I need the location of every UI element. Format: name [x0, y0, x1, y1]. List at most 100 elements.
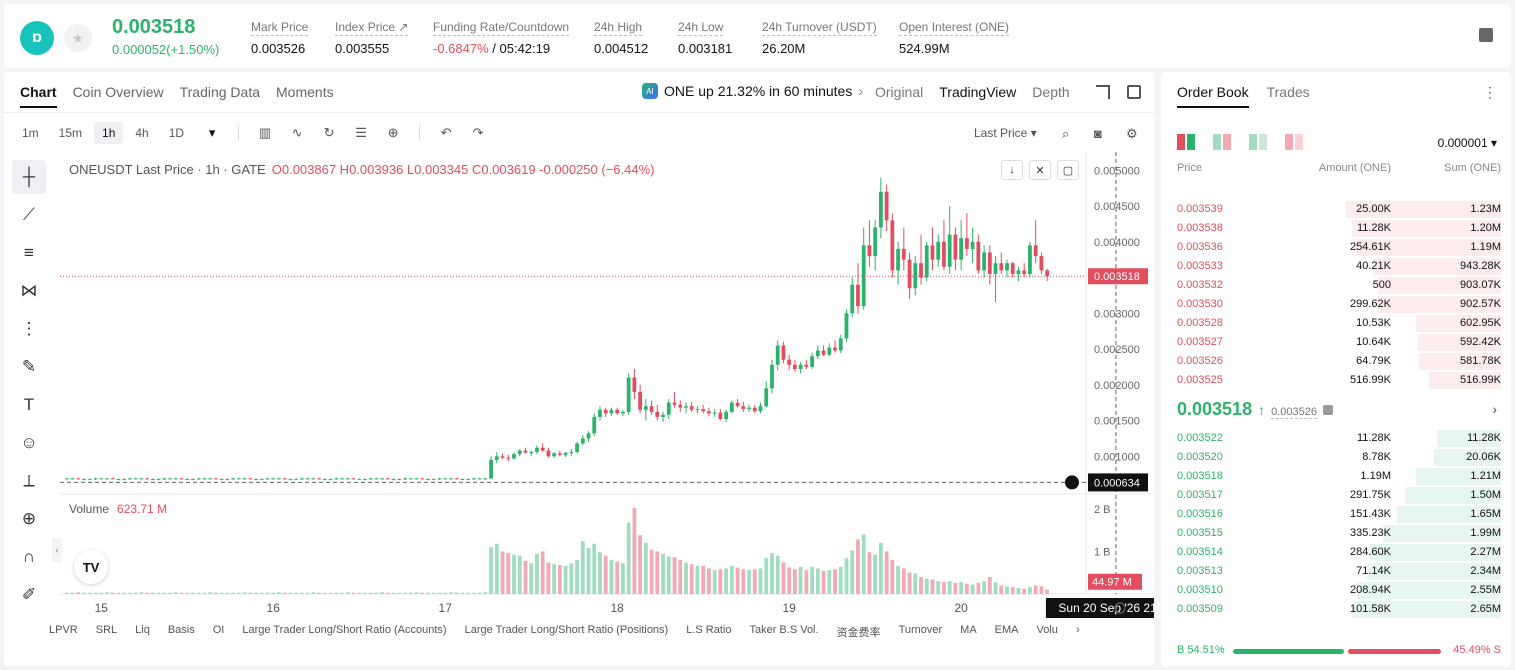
view-tradingview[interactable]: TradingView: [939, 84, 1017, 100]
horizontal-lines-icon[interactable]: ≡: [24, 243, 34, 262]
brush-icon[interactable]: ✎: [21, 357, 37, 376]
bid-row[interactable]: 0.003514 284.60K 2.27M: [1161, 543, 1511, 562]
magnet-icon[interactable]: ∩: [22, 547, 36, 566]
volume-bar: [970, 584, 975, 594]
indicator-item[interactable]: LPVR: [49, 624, 78, 636]
crosshair-icon[interactable]: ┼: [12, 160, 46, 194]
maximize-pane-icon[interactable]: ▢: [1057, 160, 1079, 180]
bid-row[interactable]: 0.003509 101.58K 2.65M: [1161, 600, 1511, 619]
indicator-item[interactable]: Volu: [1036, 624, 1058, 636]
ask-row[interactable]: 0.003527 10.64K 592.42K: [1161, 333, 1511, 352]
collapse-pane-icon[interactable]: ✕: [1029, 160, 1051, 180]
tab-order-book[interactable]: Order Book: [1177, 84, 1249, 108]
interval-dropdown-icon[interactable]: ▾: [208, 125, 216, 140]
indicator-item[interactable]: Basis: [167, 624, 195, 636]
ask-row[interactable]: 0.003532 500 903.07K: [1161, 276, 1511, 295]
price-source-select[interactable]: Last Price ▾: [974, 126, 1037, 140]
candle-body: [128, 478, 132, 480]
collapse-toolbar-icon[interactable]: ‹: [52, 538, 62, 562]
replay-icon[interactable]: ↻: [323, 125, 335, 140]
ask-row[interactable]: 0.003526 64.79K 581.78K: [1161, 352, 1511, 371]
bid-row[interactable]: 0.003522 11.28K 11.28K: [1161, 429, 1511, 448]
mode-split-icon[interactable]: [1213, 134, 1231, 150]
add-indicator-icon[interactable]: ⊕: [387, 125, 399, 140]
tab-trades[interactable]: Trades: [1266, 84, 1310, 100]
tradingview-logo[interactable]: TV: [74, 550, 108, 584]
bid-row[interactable]: 0.003513 71.14K 2.34M: [1161, 562, 1511, 581]
candle-type-icon[interactable]: ▥: [258, 125, 272, 140]
bid-row[interactable]: 0.003517 291.75K 1.50M: [1161, 486, 1511, 505]
candle-body: [672, 402, 677, 405]
tab-moments[interactable]: Moments: [276, 84, 334, 100]
candle-body: [793, 364, 797, 370]
more-icon[interactable]: ⋮: [1483, 84, 1497, 100]
emoji-icon[interactable]: ☺: [20, 433, 38, 452]
arrow-down-icon[interactable]: ↓: [1001, 160, 1023, 180]
indicator-item[interactable]: Large Trader Long/Short Ratio (Positions…: [464, 624, 669, 636]
indicator-item[interactable]: Large Trader Long/Short Ratio (Accounts): [242, 624, 447, 636]
volume-bar: [363, 592, 367, 594]
indicator-item[interactable]: MA: [960, 624, 977, 636]
ask-row[interactable]: 0.003525 516.99K 516.99K: [1161, 371, 1511, 390]
undo-icon[interactable]: ↶: [440, 125, 452, 140]
indicator-item[interactable]: Taker B.S Vol.: [749, 624, 819, 636]
ask-row[interactable]: 0.003530 299.62K 902.57K: [1161, 295, 1511, 314]
indicators-icon[interactable]: ∿: [291, 125, 303, 140]
tab-coin-overview[interactable]: Coin Overview: [72, 84, 164, 100]
ask-row[interactable]: 0.003536 254.61K 1.19M: [1161, 238, 1511, 257]
interval-15m[interactable]: 15m: [58, 126, 83, 140]
bid-row[interactable]: 0.003510 208.94K 2.55M: [1161, 581, 1511, 600]
mode-asks-icon[interactable]: [1285, 134, 1303, 150]
indicator-item[interactable]: Liq: [135, 624, 150, 636]
mode-both-icon[interactable]: [1177, 134, 1195, 150]
interval-1d[interactable]: 1D: [168, 126, 185, 140]
search-icon[interactable]: ⌕: [1062, 126, 1070, 141]
indicator-item[interactable]: ›: [1075, 624, 1080, 636]
indicator-item[interactable]: Turnover: [898, 624, 943, 636]
favorite-star-icon[interactable]: ★: [64, 24, 92, 52]
indicator-item[interactable]: 资金费率: [836, 627, 881, 639]
interval-4h[interactable]: 4h: [135, 126, 149, 140]
view-original[interactable]: Original: [875, 84, 924, 100]
candle-body: [770, 364, 774, 389]
redo-icon[interactable]: ↷: [472, 125, 484, 140]
tab-chart[interactable]: Chart: [20, 84, 57, 108]
trend-line-icon[interactable]: ⟋: [23, 205, 35, 224]
chevron-right-icon[interactable]: ›: [1492, 401, 1497, 417]
indicator-item[interactable]: OI: [212, 624, 225, 636]
stat-index-price[interactable]: Index Price ↗ 0.003555: [335, 18, 409, 56]
templates-icon[interactable]: ☰: [355, 125, 367, 140]
bid-row[interactable]: 0.003516 151.43K 1.65M: [1161, 505, 1511, 524]
bid-row[interactable]: 0.003520 8.78K 20.06K: [1161, 448, 1511, 467]
fib-icon[interactable]: ⋮: [20, 319, 38, 338]
ai-insight-banner[interactable]: AI ONE up 21.32% in 60 minutes ›: [642, 83, 863, 99]
ask-row[interactable]: 0.003533 40.21K 943.28K: [1161, 257, 1511, 276]
document-icon[interactable]: [1479, 28, 1493, 42]
ruler-icon[interactable]: ⟂: [23, 471, 35, 490]
pencil-lock-icon[interactable]: ✐: [21, 585, 37, 604]
view-depth[interactable]: Depth: [1032, 84, 1070, 100]
fullscreen-icon[interactable]: [1096, 85, 1110, 99]
ask-row[interactable]: 0.003538 11.28K 1.20M: [1161, 219, 1511, 238]
ask-row[interactable]: 0.003528 10.53K 602.95K: [1161, 314, 1511, 333]
indicator-item[interactable]: L.S Ratio: [686, 624, 732, 636]
gear-icon[interactable]: ⚙: [1126, 126, 1138, 141]
zoom-in-icon[interactable]: ⊕: [21, 509, 37, 528]
mode-bids-icon[interactable]: [1249, 134, 1267, 150]
window-icon[interactable]: [1127, 85, 1141, 99]
text-icon[interactable]: T: [23, 395, 35, 414]
tick-size-select[interactable]: 0.000001 ▾: [1437, 136, 1497, 150]
tab-trading-data[interactable]: Trading Data: [179, 84, 261, 100]
bid-row[interactable]: 0.003515 335.23K 1.99M: [1161, 524, 1511, 543]
indicator-item[interactable]: EMA: [994, 624, 1019, 636]
time-axis-settings-icon[interactable]: [1114, 602, 1126, 614]
interval-1h[interactable]: 1h: [94, 122, 124, 144]
bid-row[interactable]: 0.003518 1.19M 1.21M: [1161, 467, 1511, 486]
price-chart[interactable]: 0.0050000.0045000.0040000.0035000.003000…: [4, 72, 1154, 666]
indicator-item[interactable]: SRL: [95, 624, 118, 636]
interval-1m[interactable]: 1m: [22, 126, 39, 140]
ask-row[interactable]: 0.003539 25.00K 1.23M: [1161, 200, 1511, 219]
camera-icon[interactable]: ◙: [1094, 126, 1102, 141]
volume-bar: [191, 592, 195, 594]
pattern-icon[interactable]: ⋈: [20, 281, 38, 300]
